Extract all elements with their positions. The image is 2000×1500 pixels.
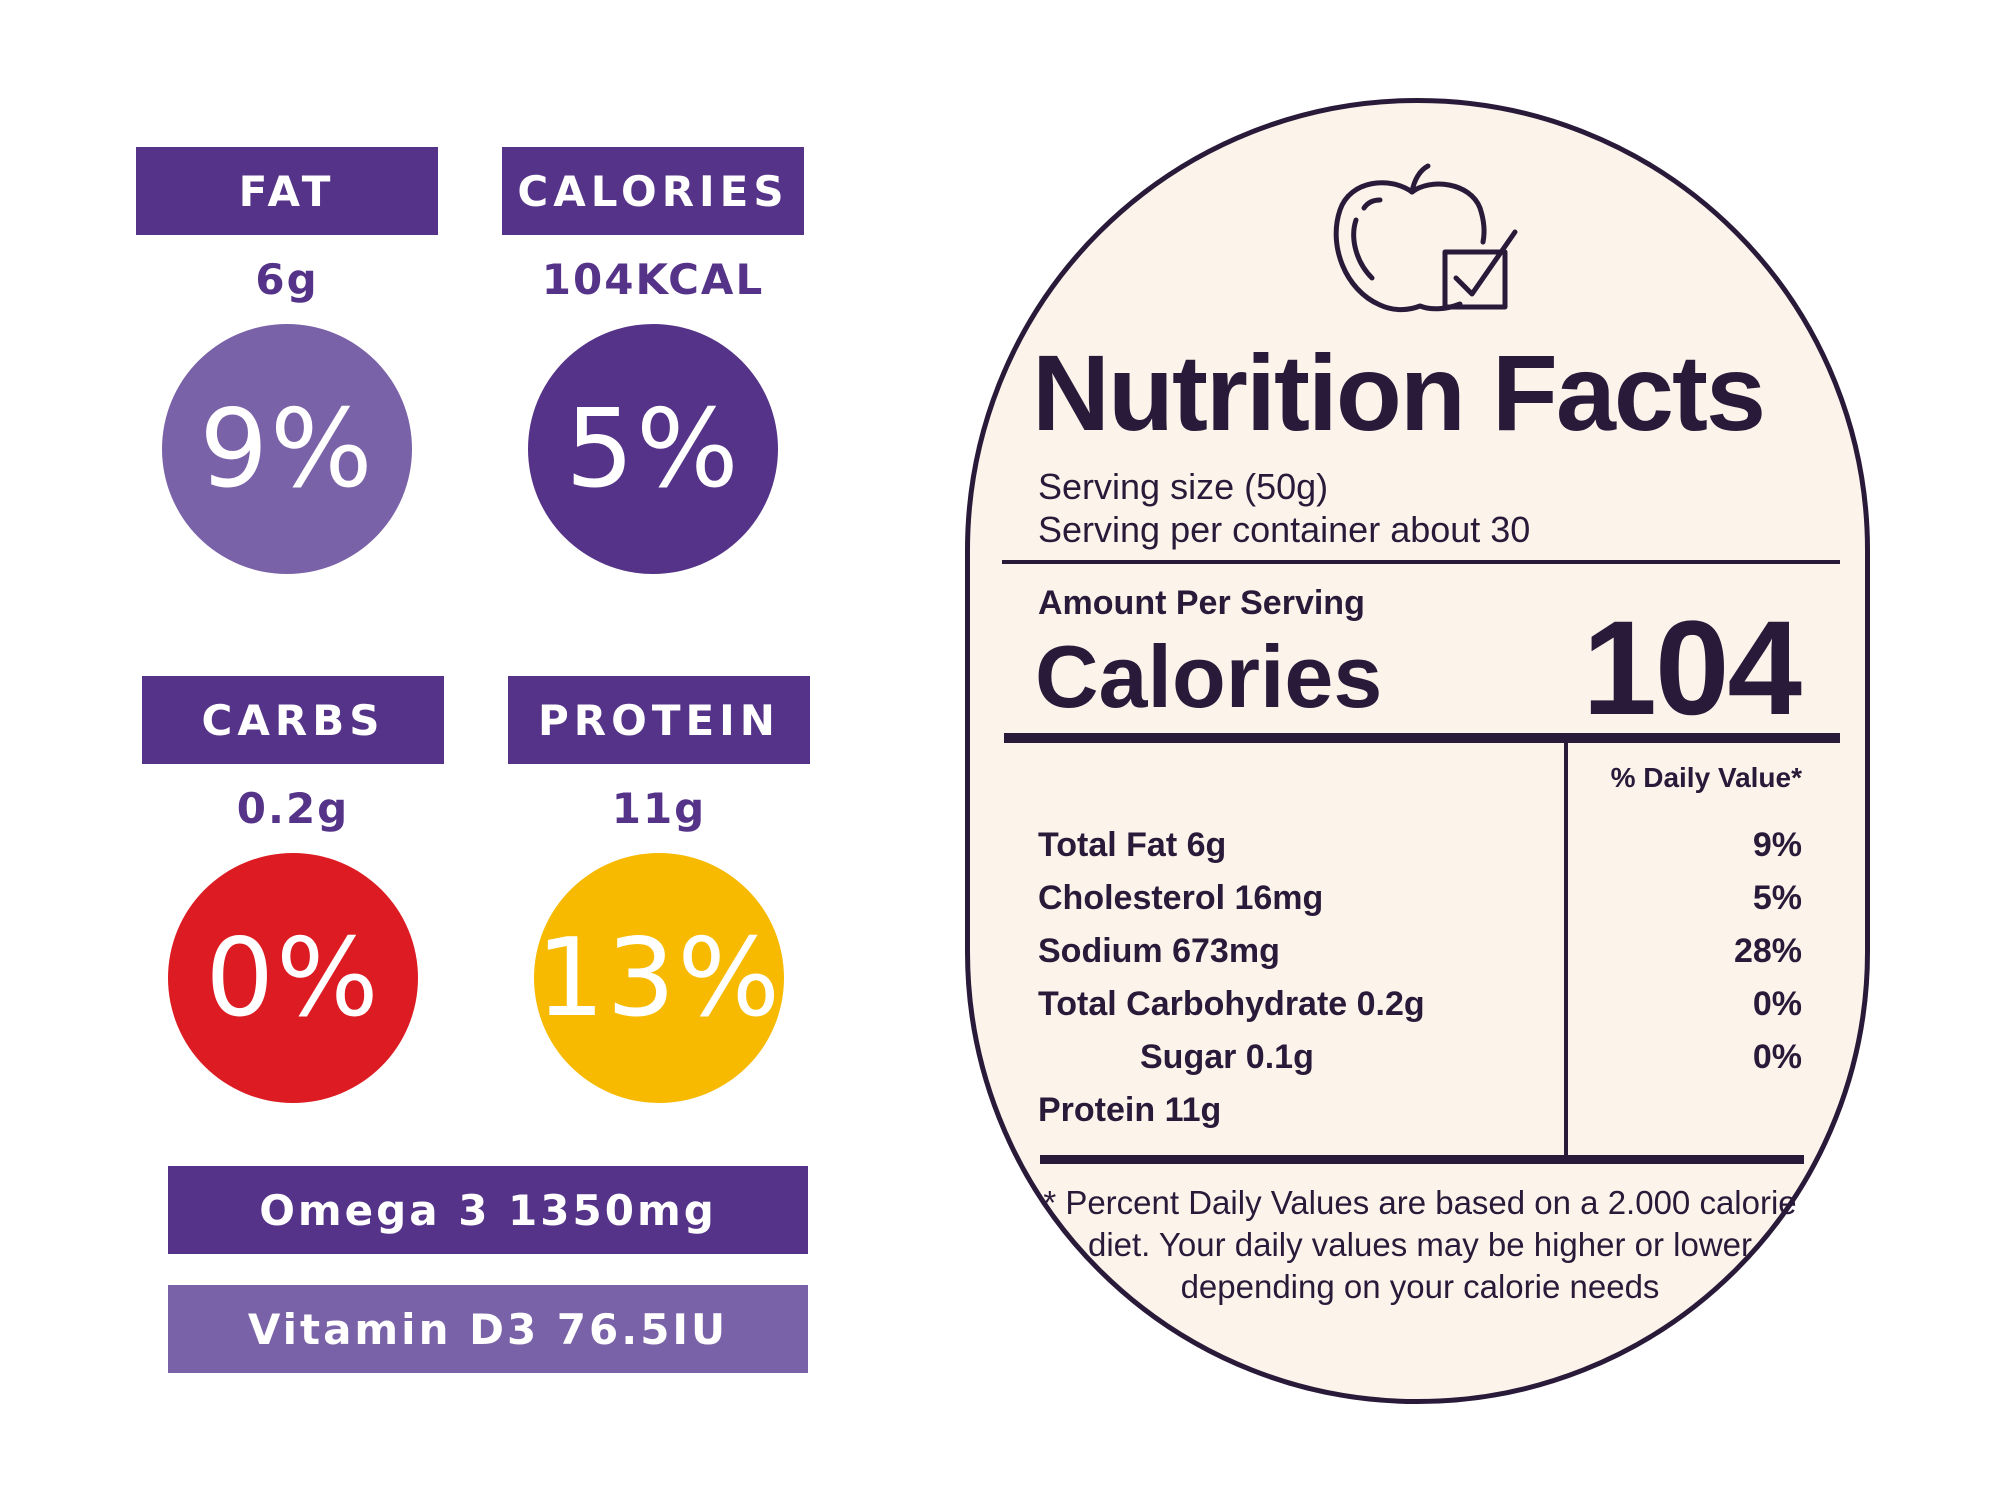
row-sodium: Sodium 673mg: [1038, 932, 1280, 970]
fat-percent-circle: 9%: [162, 324, 412, 574]
row-total-carbohydrate-pct: 0%: [1752, 985, 1802, 1023]
fat-amount: 6g: [255, 255, 319, 304]
protein-percent: 13%: [535, 915, 783, 1041]
row-total-fat: Total Fat 6g: [1038, 826, 1227, 864]
row-total-carbohydrate: Total Carbohydrate 0.2g: [1038, 985, 1425, 1023]
divider-thin: [1002, 560, 1840, 564]
omega-3-label: Omega 3 1350mg: [259, 1185, 717, 1235]
nutrition-facts-label: [965, 98, 1870, 1404]
calories-value: 104: [1582, 594, 1802, 743]
row-total-fat-pct: 9%: [1752, 826, 1802, 864]
row-cholesterol: Cholesterol 16mg: [1038, 879, 1324, 917]
fat-label: FAT: [238, 166, 336, 216]
carbs-percent: 0%: [205, 915, 381, 1041]
row-sodium-pct: 28%: [1733, 932, 1802, 970]
daily-value-header: % Daily Value*: [1610, 762, 1802, 793]
protein-percent-circle: 13%: [534, 853, 784, 1103]
carbs-percent-circle: 0%: [168, 853, 418, 1103]
calories-percent: 5%: [565, 386, 741, 512]
amount-per-serving: Amount Per Serving: [1038, 584, 1365, 622]
divider-thick: [1004, 733, 1840, 743]
row-sugar-pct: 0%: [1752, 1038, 1802, 1076]
protein-tile: PROTEIN: [508, 676, 810, 764]
carbs-label: CARBS: [201, 695, 385, 745]
divider-bottom: [1040, 1155, 1804, 1164]
footnote: * Percent Daily Values are based on a 2.…: [1043, 1184, 1797, 1305]
calories-label: CALORIES: [517, 166, 789, 216]
row-sugar: Sugar 0.1g: [1140, 1038, 1314, 1076]
row-protein: Protein 11g: [1038, 1091, 1222, 1129]
calories-heading: Calories: [1035, 627, 1383, 726]
calories-amount: 104KCAL: [541, 255, 765, 304]
omega-3-bar: Omega 3 1350mg: [168, 1166, 808, 1254]
carbs-tile: CARBS: [142, 676, 444, 764]
fat-tile: FAT: [136, 147, 438, 235]
column-divider: [1564, 743, 1568, 1155]
row-cholesterol-pct: 5%: [1752, 879, 1802, 917]
apple-checkbox-icon: [1333, 163, 1518, 313]
servings-per-container: Serving per container about 30: [1038, 509, 1531, 550]
vitamin-d3-bar: Vitamin D3 76.5IU: [168, 1285, 808, 1373]
fat-percent: 9%: [199, 386, 375, 512]
label-title: Nutrition Facts: [1032, 332, 1766, 453]
protein-amount: 11g: [611, 784, 707, 833]
carbs-amount: 0.2g: [236, 784, 350, 833]
protein-label: PROTEIN: [538, 695, 780, 745]
serving-size: Serving size (50g): [1038, 466, 1329, 507]
vitamin-d3-label: Vitamin D3 76.5IU: [247, 1304, 729, 1354]
calories-tile: CALORIES: [502, 147, 804, 235]
calories-percent-circle: 5%: [528, 324, 778, 574]
